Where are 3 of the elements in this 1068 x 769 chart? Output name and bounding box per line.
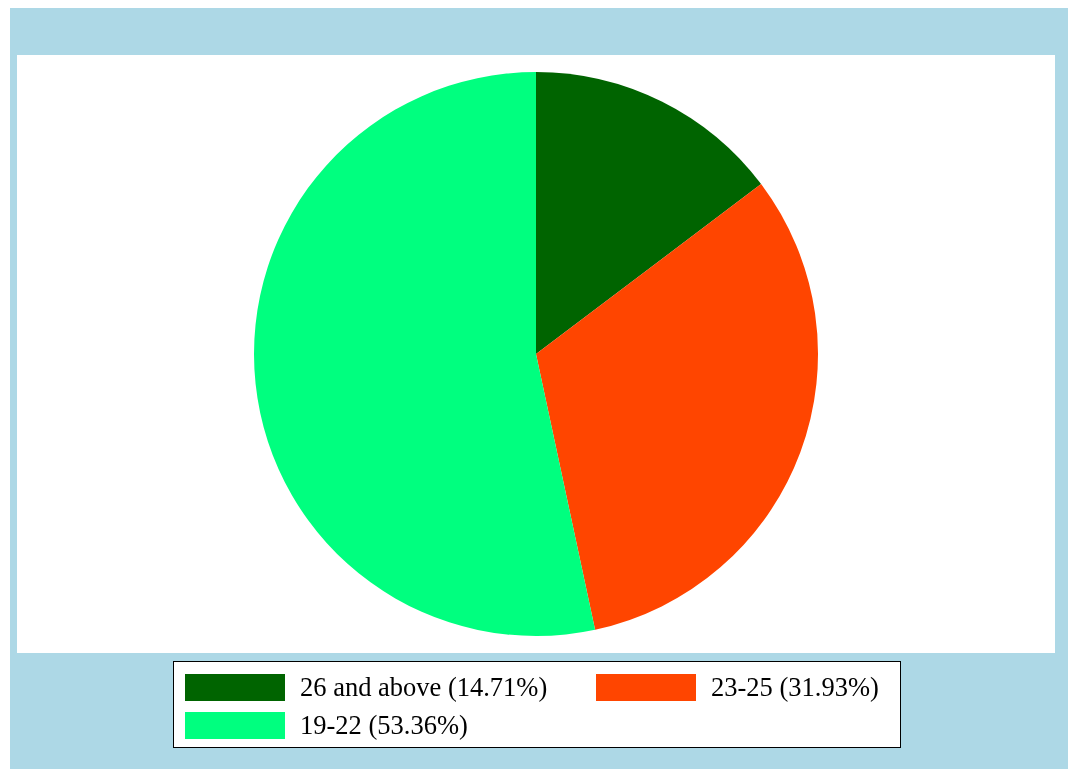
legend-label: 23-25 (31.93%) <box>711 671 879 703</box>
legend-label: 19-22 (53.36%) <box>300 709 468 741</box>
legend-label: 26 and above (14.71%) <box>300 671 548 703</box>
